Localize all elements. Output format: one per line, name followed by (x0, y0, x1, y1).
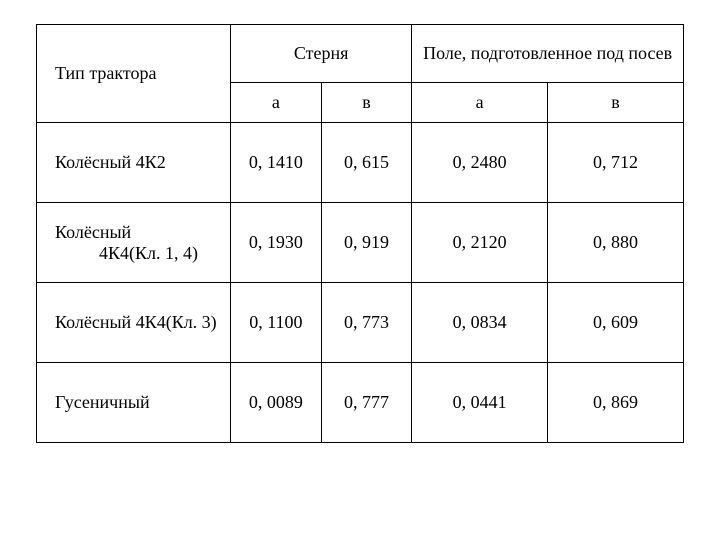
cell-v2: 0, 880 (548, 203, 684, 283)
cell-v1: 0, 615 (321, 123, 412, 203)
cell-v2: 0, 712 (548, 123, 684, 203)
table-row: Колёсный 4К4(Кл. 3) 0, 1100 0, 773 0, 08… (37, 283, 684, 363)
row-label-line2: 4К4(Кл. 1, 4) (55, 243, 224, 264)
cell-v1: 0, 773 (321, 283, 412, 363)
cell-v1: 0, 777 (321, 363, 412, 443)
cell-v2: 0, 869 (548, 363, 684, 443)
cell-a2: 0, 2120 (412, 203, 548, 283)
cell-a2: 0, 2480 (412, 123, 548, 203)
row-label: Колёсный 4К2 (37, 123, 231, 203)
cell-a1: 0, 0089 (231, 363, 322, 443)
cell-a2: 0, 0834 (412, 283, 548, 363)
cell-a1: 0, 1410 (231, 123, 322, 203)
table-row: Гусеничный 0, 0089 0, 777 0, 0441 0, 869 (37, 363, 684, 443)
cell-a1: 0, 1100 (231, 283, 322, 363)
cell-a2: 0, 0441 (412, 363, 548, 443)
header-group-sternya: Стерня (231, 25, 412, 83)
header-group-pole: Поле, подготовленное под посев (412, 25, 684, 83)
subheader-v-2: в (548, 83, 684, 123)
cell-a1: 0, 1930 (231, 203, 322, 283)
subheader-a-2: а (412, 83, 548, 123)
row-label: Гусеничный (37, 363, 231, 443)
table-row: Колёсный 4К2 0, 1410 0, 615 0, 2480 0, 7… (37, 123, 684, 203)
row-label: Колёсный 4К4(Кл. 3) (37, 283, 231, 363)
tractor-coefficients-table: Тип трактора Стерня Поле, подготовленное… (36, 24, 684, 443)
cell-v1: 0, 919 (321, 203, 412, 283)
cell-v2: 0, 609 (548, 283, 684, 363)
table-row: Колёсный 4К4(Кл. 1, 4) 0, 1930 0, 919 0,… (37, 203, 684, 283)
subheader-v-1: в (321, 83, 412, 123)
header-row-label: Тип трактора (37, 25, 231, 123)
subheader-a-1: а (231, 83, 322, 123)
row-label: Колёсный 4К4(Кл. 1, 4) (37, 203, 231, 283)
row-label-line1: Колёсный (55, 222, 131, 242)
